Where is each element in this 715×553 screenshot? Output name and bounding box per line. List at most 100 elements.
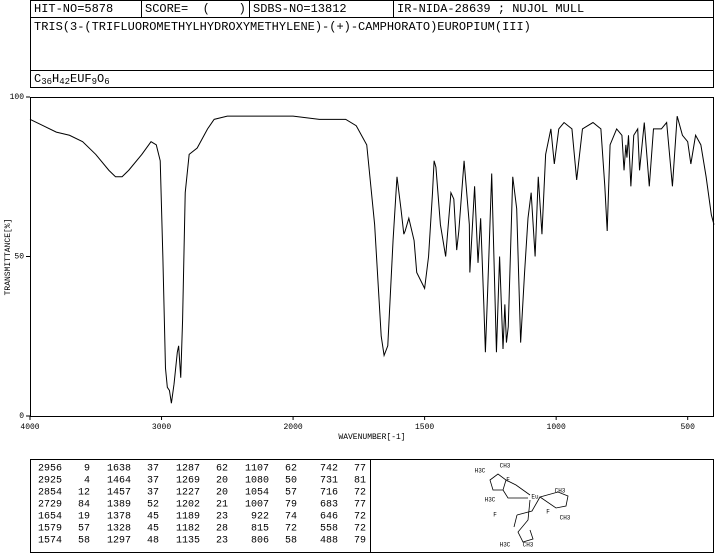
peak-wavenumber: 1297: [107, 536, 131, 547]
peak-transmittance: 48: [147, 536, 159, 547]
y-axis-label: TRANSMITTANCE[%]: [4, 219, 13, 296]
score: SCORE= ( ): [145, 2, 246, 16]
x-tick-label: 3000: [152, 423, 171, 432]
formula-element: H: [52, 72, 59, 86]
peak-transmittance: 52: [147, 500, 159, 511]
peak-wavenumber: 1080: [245, 476, 269, 487]
peak-transmittance: 77: [354, 464, 366, 475]
sdbs-no: SDBS-NO=13812: [253, 2, 347, 16]
peak-transmittance: 57: [78, 524, 90, 535]
peak-wavenumber: 1182: [176, 524, 200, 535]
peak-wavenumber: 2729: [38, 500, 62, 511]
structure-label: F: [493, 512, 497, 519]
peak-transmittance: 20: [216, 476, 228, 487]
peak-transmittance: 58: [285, 536, 297, 547]
structure-label: CH3: [560, 515, 571, 522]
peak-transmittance: 58: [78, 536, 90, 547]
spectrum-line: [29, 115, 715, 404]
peak-transmittance: 4: [84, 476, 90, 487]
peak-transmittance: 9: [84, 464, 90, 475]
structure-label: CH3: [523, 542, 534, 549]
peak-transmittance: 62: [216, 464, 228, 475]
peak-wavenumber: 1227: [176, 488, 200, 499]
peak-transmittance: 23: [216, 512, 228, 523]
peak-wavenumber: 742: [320, 464, 338, 475]
formula-element: EUF: [70, 72, 92, 86]
peak-transmittance: 62: [285, 464, 297, 475]
peak-transmittance: 72: [354, 512, 366, 523]
peak-wavenumber: 488: [320, 536, 338, 547]
peak-wavenumber: 922: [251, 512, 269, 523]
structure-label: Eu: [531, 494, 539, 501]
peak-transmittance: 84: [78, 500, 90, 511]
x-tick-label: 1000: [547, 423, 566, 432]
structure-label: CH3: [555, 488, 566, 495]
peak-transmittance: 72: [285, 524, 297, 535]
formula: C36H42EUF9O6: [34, 72, 110, 87]
peak-transmittance: 37: [147, 476, 159, 487]
structure-label: F: [546, 509, 550, 516]
peak-wavenumber: 806: [251, 536, 269, 547]
structure-label: F: [506, 477, 510, 484]
peak-wavenumber: 1328: [107, 524, 131, 535]
peak-wavenumber: 2925: [38, 476, 62, 487]
peak-wavenumber: 1287: [176, 464, 200, 475]
x-tick-label: 2000: [283, 423, 302, 432]
peak-transmittance: 50: [285, 476, 297, 487]
peak-wavenumber: 1007: [245, 500, 269, 511]
peak-transmittance: 57: [285, 488, 297, 499]
x-axis-label: WAVENUMBER[-1]: [338, 433, 405, 442]
peak-wavenumber: 815: [251, 524, 269, 535]
peak-transmittance: 21: [216, 500, 228, 511]
formula-subscript: 36: [41, 77, 52, 87]
formula-subscript: 6: [104, 77, 109, 87]
peak-transmittance: 77: [354, 500, 366, 511]
peak-wavenumber: 731: [320, 476, 338, 487]
peak-wavenumber: 683: [320, 500, 338, 511]
x-tick-label: 500: [680, 423, 695, 432]
peak-transmittance: 12: [78, 488, 90, 499]
peak-wavenumber: 2854: [38, 488, 62, 499]
peak-wavenumber: 1189: [176, 512, 200, 523]
y-tick-label: 50: [14, 253, 24, 262]
peak-wavenumber: 1269: [176, 476, 200, 487]
peak-wavenumber: 1389: [107, 500, 131, 511]
peak-transmittance: 37: [147, 488, 159, 499]
peak-wavenumber: 1202: [176, 500, 200, 511]
plot-frame: [30, 97, 714, 417]
ir-id: IR-NIDA-28639 ; NUJOL MULL: [397, 2, 584, 16]
peak-transmittance: 79: [285, 500, 297, 511]
structure-label: H3C: [500, 542, 511, 549]
peak-wavenumber: 1107: [245, 464, 269, 475]
peak-transmittance: 74: [285, 512, 297, 523]
y-tick-label: 0: [19, 412, 24, 421]
peak-wavenumber: 1574: [38, 536, 62, 547]
peak-wavenumber: 1579: [38, 524, 62, 535]
structure-box: [370, 459, 714, 553]
structure-ring: [513, 491, 569, 543]
peak-transmittance: 23: [216, 536, 228, 547]
peak-wavenumber: 716: [320, 488, 338, 499]
peak-transmittance: 72: [354, 488, 366, 499]
peak-wavenumber: 1054: [245, 488, 269, 499]
peak-wavenumber: 646: [320, 512, 338, 523]
peak-transmittance: 45: [147, 524, 159, 535]
peak-wavenumber: 558: [320, 524, 338, 535]
peak-wavenumber: 1135: [176, 536, 200, 547]
peak-wavenumber: 1638: [107, 464, 131, 475]
peak-wavenumber: 1654: [38, 512, 62, 523]
y-tick-label: 100: [10, 93, 25, 102]
peak-wavenumber: 1457: [107, 488, 131, 499]
formula-element: C: [34, 72, 41, 86]
structure-label: CH3: [500, 463, 511, 470]
peak-transmittance: 28: [216, 524, 228, 535]
peak-wavenumber: 2956: [38, 464, 62, 475]
x-tick-label: 1500: [415, 423, 434, 432]
peak-transmittance: 72: [354, 524, 366, 535]
peak-wavenumber: 1378: [107, 512, 131, 523]
x-tick-label: 4000: [20, 423, 39, 432]
structure-label: H3C: [475, 468, 486, 475]
peak-wavenumber: 1464: [107, 476, 131, 487]
compound-name: TRIS(3-(TRIFLUOROMETHYLHYDROXYMETHYLENE)…: [34, 20, 531, 34]
